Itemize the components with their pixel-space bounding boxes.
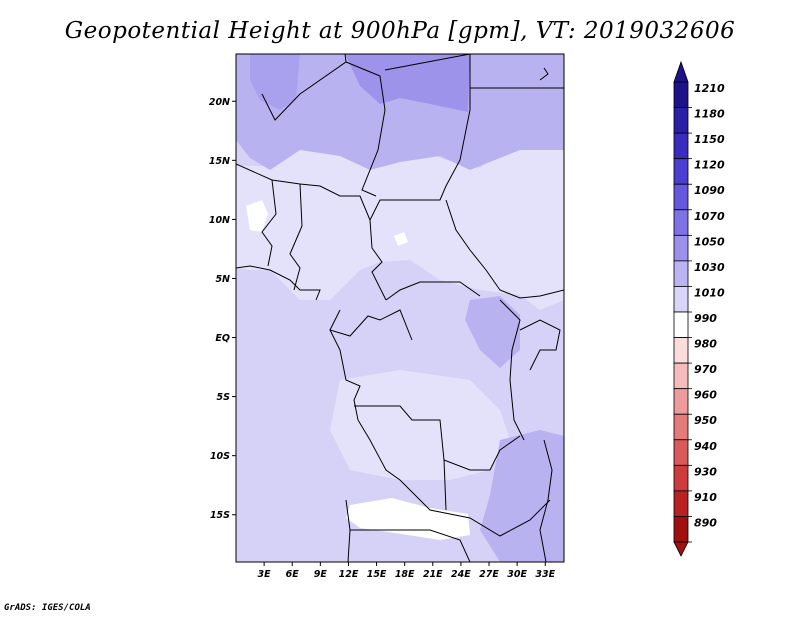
longitude-axis: 3E 6E 9E 12E 15E 18E 21E 24E 27E 30E 33E bbox=[258, 562, 556, 580]
border-line bbox=[350, 529, 471, 562]
lat-tick-label: 15N bbox=[209, 156, 230, 167]
colorbar-top-arrow bbox=[673, 60, 689, 83]
colorbar-label: 1050 bbox=[694, 235, 725, 248]
colorbar: 1210 1180 1150 1120 1090 1070 1050 1030 1010 990 9… bbox=[673, 60, 725, 557]
height-field bbox=[236, 54, 564, 562]
lon-tick-label: 21E bbox=[423, 569, 443, 580]
contour-fill-1050-southeast bbox=[480, 430, 564, 562]
border-line bbox=[519, 319, 561, 371]
lat-tick-label: 15S bbox=[210, 510, 230, 521]
border-line bbox=[344, 54, 347, 63]
colorbar-label: 1070 bbox=[694, 210, 725, 223]
colorbar-swatch bbox=[673, 413, 689, 441]
border-line bbox=[499, 299, 525, 441]
lon-tick-label: 18E bbox=[395, 569, 415, 580]
country-borders bbox=[236, 54, 564, 562]
colorbar-swatch bbox=[673, 158, 689, 185]
colorbar-bottom-arrow bbox=[673, 541, 689, 557]
contour-fill-1070-north bbox=[345, 54, 470, 112]
colorbar-swatch bbox=[673, 311, 689, 338]
border-line bbox=[236, 163, 387, 301]
colorbar-label: 1210 bbox=[694, 82, 725, 95]
lat-tick-label: 5N bbox=[215, 274, 230, 285]
colorbar-label: 970 bbox=[694, 363, 717, 376]
colorbar-label: 960 bbox=[694, 389, 717, 402]
lon-tick-label: 6E bbox=[286, 569, 300, 580]
border-line bbox=[261, 179, 277, 267]
contour-fill-1010-south bbox=[330, 370, 510, 480]
colorbar-swatch bbox=[673, 260, 689, 287]
border-line bbox=[369, 54, 471, 221]
lat-tick-label: 10N bbox=[209, 215, 230, 226]
colorbar-swatch bbox=[673, 234, 689, 262]
colorbar-label: 910 bbox=[694, 491, 717, 504]
lon-tick-label: 12E bbox=[339, 569, 359, 580]
contour-fill-990-west bbox=[246, 200, 268, 232]
border-line bbox=[539, 67, 549, 81]
contour-fill-990-center bbox=[394, 232, 408, 246]
colorbar-label: 930 bbox=[694, 465, 717, 478]
colorbar-label: 990 bbox=[694, 312, 717, 325]
contour-fill-1050-east bbox=[465, 296, 520, 368]
colorbar-swatch bbox=[673, 490, 689, 517]
colorbar-label: 1030 bbox=[694, 261, 725, 274]
border-line bbox=[261, 61, 386, 197]
grads-credit: GrADS: IGES/COLA bbox=[4, 603, 91, 613]
colorbar-swatch bbox=[673, 286, 689, 313]
colorbar-label: 940 bbox=[694, 440, 717, 453]
lon-tick-label: 30E bbox=[507, 569, 527, 580]
chart-title: Geopotential Height at 900hPa [gpm], VT:… bbox=[64, 18, 736, 44]
lon-tick-label: 27E bbox=[479, 569, 499, 580]
latitude-axis: 20N 15N 10N 5N EQ 5S 10S 15S bbox=[209, 97, 236, 521]
border-line bbox=[385, 281, 481, 301]
lat-tick-label: EQ bbox=[215, 333, 230, 344]
contour-fill-1010-north bbox=[236, 140, 564, 310]
border-line bbox=[236, 265, 321, 301]
colorbar-label: 950 bbox=[694, 414, 717, 427]
colorbar-label: 1010 bbox=[694, 286, 725, 299]
colorbar-label: 1120 bbox=[694, 159, 725, 172]
lon-tick-label: 24E bbox=[451, 569, 471, 580]
colorbar-label: 890 bbox=[694, 516, 717, 529]
colorbar-label: 1180 bbox=[694, 108, 725, 121]
colorbar-swatch bbox=[673, 337, 689, 364]
colorbar-swatch bbox=[673, 209, 689, 236]
border-line bbox=[445, 199, 564, 299]
colorbar-swatch bbox=[673, 362, 689, 390]
colorbar-swatch bbox=[673, 516, 689, 543]
lat-tick-label: 10S bbox=[210, 451, 230, 462]
colorbar-label: 1090 bbox=[694, 184, 725, 197]
colorbar-label: 980 bbox=[694, 338, 717, 351]
border-line bbox=[539, 439, 553, 562]
map-frame bbox=[235, 53, 565, 563]
colorbar-swatch bbox=[673, 464, 689, 492]
lon-tick-label: 33E bbox=[535, 569, 555, 580]
lon-tick-label: 15E bbox=[367, 569, 387, 580]
colorbar-swatch bbox=[673, 439, 689, 466]
border-line bbox=[289, 183, 303, 291]
lat-tick-label: 5S bbox=[217, 392, 231, 403]
border-line bbox=[443, 459, 447, 511]
colorbar-label: 1150 bbox=[694, 133, 725, 146]
lon-tick-label: 9E bbox=[314, 569, 328, 580]
border-line bbox=[329, 329, 551, 537]
colorbar-swatch bbox=[673, 81, 689, 108]
contour-fill-1050-north bbox=[236, 54, 564, 170]
lat-tick-label: 20N bbox=[209, 97, 230, 108]
colorbar-swatch bbox=[673, 388, 689, 415]
colorbar-swatch bbox=[673, 132, 689, 160]
colorbar-swatch bbox=[673, 107, 689, 134]
colorbar-swatch bbox=[673, 183, 689, 211]
lon-tick-label: 3E bbox=[258, 569, 272, 580]
